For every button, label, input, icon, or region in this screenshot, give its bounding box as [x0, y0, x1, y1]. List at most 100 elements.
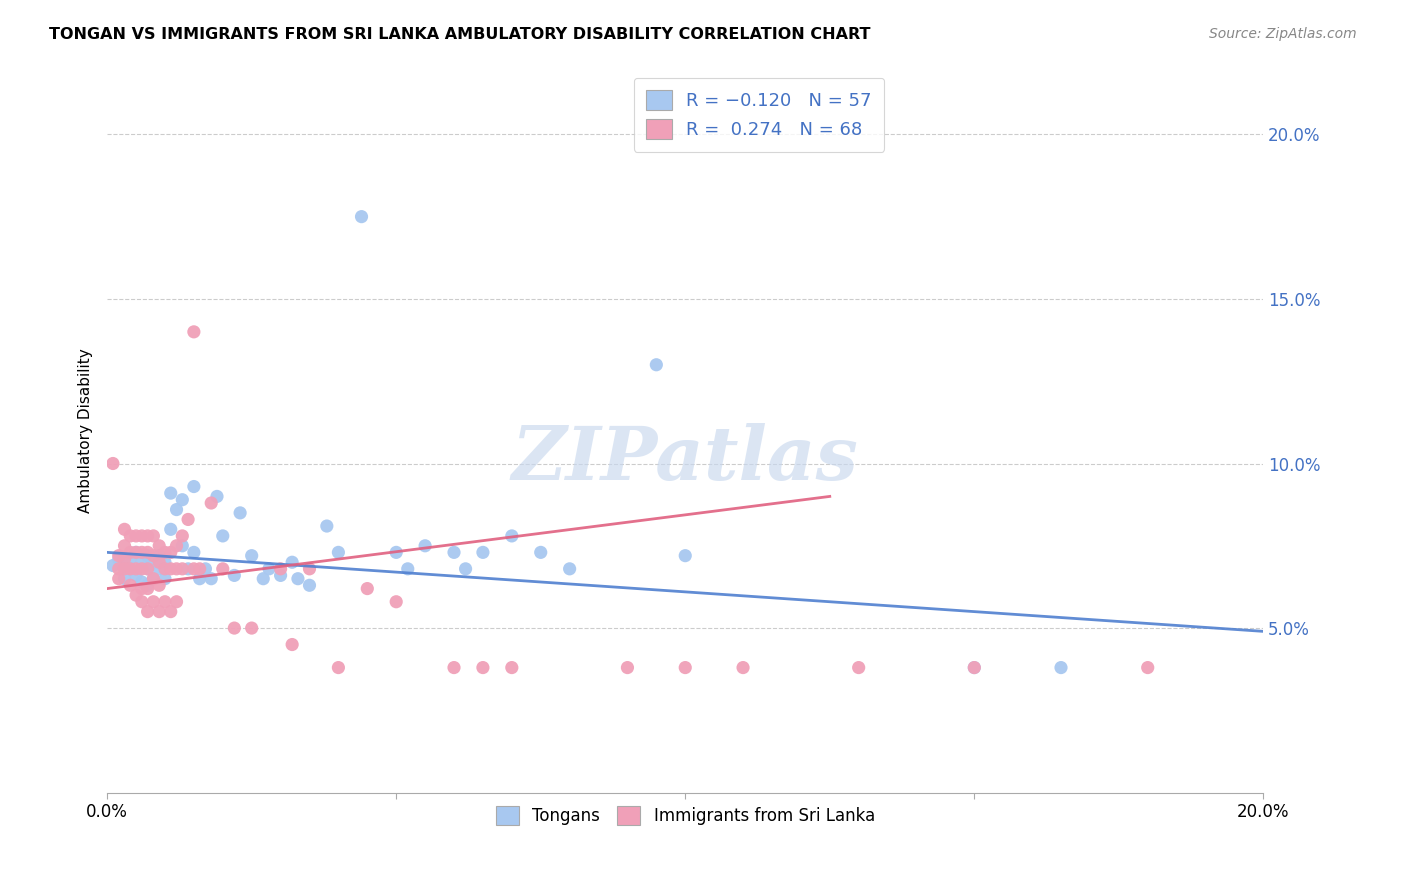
Point: [385, 595, 408, 609]
Point: [159, 486, 181, 500]
Point: [287, 572, 309, 586]
Point: [328, 545, 350, 559]
Point: [172, 539, 194, 553]
Point: [298, 578, 321, 592]
Point: [731, 660, 754, 674]
Point: [142, 595, 165, 609]
Point: [142, 572, 165, 586]
Point: [963, 660, 986, 674]
Point: [148, 549, 170, 563]
Point: [120, 545, 142, 559]
Text: Source: ZipAtlas.com: Source: ZipAtlas.com: [1209, 27, 1357, 41]
Point: [385, 545, 408, 559]
Point: [159, 605, 181, 619]
Point: [413, 539, 436, 553]
Point: [240, 621, 263, 635]
Point: [120, 562, 142, 576]
Point: [530, 545, 553, 559]
Point: [443, 660, 465, 674]
Point: [136, 578, 159, 592]
Point: [114, 552, 136, 566]
Point: [114, 572, 136, 586]
Point: [172, 529, 194, 543]
Point: [142, 555, 165, 569]
Point: [558, 562, 581, 576]
Point: [142, 572, 165, 586]
Point: [673, 660, 696, 674]
Point: [142, 529, 165, 543]
Point: [224, 621, 246, 635]
Point: [153, 595, 176, 609]
Point: [114, 562, 136, 576]
Point: [131, 595, 153, 609]
Point: [131, 574, 153, 589]
Point: [281, 555, 304, 569]
Point: [131, 529, 153, 543]
Point: [270, 568, 292, 582]
Point: [396, 562, 419, 576]
Point: [645, 358, 668, 372]
Point: [471, 660, 494, 674]
Text: TONGAN VS IMMIGRANTS FROM SRI LANKA AMBULATORY DISABILITY CORRELATION CHART: TONGAN VS IMMIGRANTS FROM SRI LANKA AMBU…: [49, 27, 870, 42]
Point: [120, 552, 142, 566]
Point: [131, 582, 153, 596]
Point: [136, 529, 159, 543]
Point: [153, 572, 176, 586]
Point: [211, 562, 233, 576]
Point: [166, 539, 188, 553]
Point: [183, 562, 205, 576]
Point: [114, 558, 136, 573]
Point: [443, 545, 465, 559]
Point: [125, 568, 148, 582]
Point: [298, 562, 321, 576]
Point: [177, 562, 200, 576]
Point: [166, 562, 188, 576]
Y-axis label: Ambulatory Disability: Ambulatory Disability: [79, 348, 93, 513]
Point: [136, 605, 159, 619]
Point: [107, 572, 129, 586]
Point: [200, 496, 222, 510]
Point: [125, 545, 148, 559]
Point: [350, 210, 373, 224]
Point: [166, 502, 188, 516]
Point: [848, 660, 870, 674]
Point: [114, 539, 136, 553]
Legend: Tongans, Immigrants from Sri Lanka: Tongans, Immigrants from Sri Lanka: [485, 797, 884, 835]
Point: [183, 325, 205, 339]
Point: [188, 572, 211, 586]
Point: [136, 549, 159, 563]
Point: [125, 529, 148, 543]
Point: [183, 479, 205, 493]
Point: [131, 555, 153, 569]
Point: [148, 578, 170, 592]
Point: [183, 545, 205, 559]
Point: [471, 545, 494, 559]
Point: [153, 545, 176, 559]
Point: [114, 522, 136, 536]
Point: [153, 562, 176, 576]
Point: [172, 562, 194, 576]
Point: [120, 529, 142, 543]
Point: [328, 660, 350, 674]
Point: [107, 562, 129, 576]
Point: [501, 529, 523, 543]
Point: [1136, 660, 1159, 674]
Point: [356, 582, 378, 596]
Point: [107, 552, 129, 566]
Point: [125, 588, 148, 602]
Point: [159, 522, 181, 536]
Point: [101, 457, 124, 471]
Point: [101, 558, 124, 573]
Point: [963, 660, 986, 674]
Point: [194, 562, 217, 576]
Point: [205, 490, 228, 504]
Point: [120, 578, 142, 592]
Text: ZIPatlas: ZIPatlas: [512, 424, 859, 496]
Point: [148, 539, 170, 553]
Point: [136, 562, 159, 576]
Point: [673, 549, 696, 563]
Point: [501, 660, 523, 674]
Point: [240, 549, 263, 563]
Point: [166, 595, 188, 609]
Point: [315, 519, 337, 533]
